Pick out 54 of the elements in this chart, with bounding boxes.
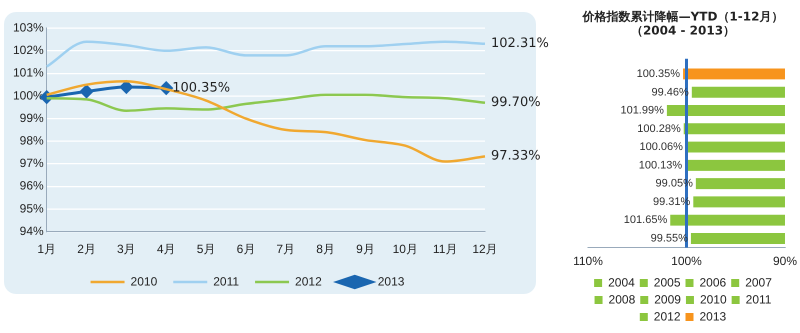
legend-label: 2008 (608, 292, 636, 306)
y-tick-label: 94% (20, 224, 44, 238)
annotation: 99.70% (491, 95, 541, 110)
legend-label: 2013 (378, 274, 405, 288)
data-label: 100.35% (636, 68, 680, 80)
x-tick-label: 110% (573, 254, 604, 268)
y-tick-label: 98% (20, 134, 44, 148)
data-label: 101.65% (624, 214, 668, 226)
x-tick-label: 6月 (236, 242, 256, 256)
legend-label: 2005 (654, 275, 681, 290)
x-tick-label: 8月 (316, 242, 335, 256)
x-tick-label: 9月 (356, 242, 375, 256)
y-tick-label: 102% (12, 43, 44, 58)
y-tick-label: 97% (20, 156, 44, 170)
x-tick-label: 100% (671, 254, 702, 268)
data-label: 101.99% (620, 104, 664, 117)
y-tick-label: 95% (20, 201, 44, 216)
line-series (45, 40, 486, 68)
legend-label: 2007 (745, 275, 772, 290)
x-tick-label: 12月 (472, 242, 498, 256)
annotation: 100.35% (172, 80, 230, 96)
legend-label: 2013 (700, 309, 727, 324)
y-tick-label: 96% (20, 178, 44, 193)
legend-label: 2004 (608, 275, 636, 290)
legend-label: 2012 (295, 274, 322, 288)
legend-label: 2011 (213, 274, 240, 288)
x-tick-label: 7月 (276, 242, 296, 256)
point (80, 84, 94, 98)
y-tick-label: 103% (12, 20, 44, 35)
x-tick-label: 4月 (156, 242, 176, 256)
legend-label: 2010 (700, 292, 727, 306)
legend-label: 2006 (700, 275, 727, 290)
legend-label: 2012 (654, 309, 681, 324)
annotation: 97.33% (491, 148, 541, 164)
y-tick-label: 101% (12, 66, 44, 80)
x-tick-label: 11月 (432, 242, 458, 256)
y-tick-label: 100% (12, 88, 44, 102)
legend-label: 2011 (746, 292, 772, 306)
x-tick-label: 10月 (392, 242, 418, 256)
data-label: 100.28% (637, 122, 681, 135)
x-tick-label: 3月 (117, 242, 136, 256)
data-label: 100.06% (639, 141, 684, 154)
x-tick-label: 5月 (196, 242, 216, 256)
legend-label: 2010 (130, 274, 158, 288)
point (120, 80, 133, 94)
y-tick-label: 99% (20, 110, 44, 125)
legend-label: 2009 (654, 292, 682, 306)
x-tick-label: 90% (772, 254, 798, 268)
data-label: 100.13% (638, 159, 682, 172)
chart-subtitle: （2004 - 2013） (630, 24, 736, 38)
x-tick-label: 1月 (37, 242, 56, 256)
chart-title: 价格指数累计降幅—YTD（1-12月） (582, 9, 784, 24)
x-tick-label: 2月 (77, 242, 96, 256)
annotation: 102.31% (491, 36, 549, 52)
